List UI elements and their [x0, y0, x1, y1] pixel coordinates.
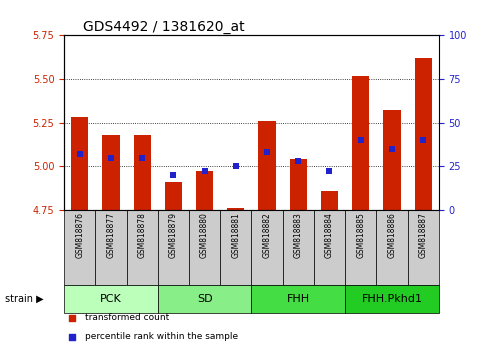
- Point: [316, 234, 323, 239]
- Text: GDS4492 / 1381620_at: GDS4492 / 1381620_at: [83, 21, 245, 34]
- Point: [325, 169, 333, 174]
- Bar: [251, 285, 345, 313]
- Text: transformed count: transformed count: [85, 313, 169, 322]
- Bar: [227, 208, 245, 210]
- Bar: [158, 210, 189, 285]
- Bar: [134, 135, 151, 210]
- Text: GSM818878: GSM818878: [138, 212, 146, 258]
- Text: FHH: FHH: [287, 293, 310, 304]
- Point: [263, 149, 271, 155]
- Point: [316, 62, 323, 68]
- Point: [419, 137, 427, 143]
- Point: [294, 158, 302, 164]
- Point: [357, 137, 365, 143]
- Text: GSM818881: GSM818881: [231, 212, 240, 258]
- Bar: [345, 210, 376, 285]
- Bar: [71, 118, 88, 210]
- Bar: [282, 210, 314, 285]
- Bar: [251, 210, 282, 285]
- Point: [76, 151, 84, 157]
- Point: [107, 155, 115, 160]
- Bar: [196, 171, 213, 210]
- Bar: [189, 210, 220, 285]
- Point: [232, 164, 240, 169]
- Bar: [165, 182, 182, 210]
- Bar: [415, 58, 432, 210]
- Bar: [95, 210, 127, 285]
- Bar: [408, 210, 439, 285]
- Text: GSM818877: GSM818877: [106, 212, 115, 258]
- Bar: [345, 285, 439, 313]
- Text: strain ▶: strain ▶: [5, 293, 43, 304]
- Bar: [127, 210, 158, 285]
- Bar: [384, 110, 400, 210]
- Text: GSM818882: GSM818882: [263, 212, 272, 258]
- Bar: [103, 135, 119, 210]
- Text: GSM818880: GSM818880: [200, 212, 209, 258]
- Text: PCK: PCK: [100, 293, 122, 304]
- Bar: [290, 159, 307, 210]
- Bar: [376, 210, 408, 285]
- Text: GSM818883: GSM818883: [294, 212, 303, 258]
- Bar: [258, 121, 276, 210]
- Text: SD: SD: [197, 293, 212, 304]
- Text: GSM818886: GSM818886: [387, 212, 396, 258]
- Point: [201, 169, 209, 174]
- Point: [388, 146, 396, 152]
- Text: GSM818879: GSM818879: [169, 212, 178, 258]
- Bar: [314, 210, 345, 285]
- Bar: [321, 191, 338, 210]
- Bar: [64, 210, 95, 285]
- Bar: [352, 75, 369, 210]
- Bar: [158, 285, 251, 313]
- Point: [138, 155, 146, 160]
- Text: percentile rank within the sample: percentile rank within the sample: [85, 332, 238, 341]
- Bar: [64, 285, 158, 313]
- Text: GSM818884: GSM818884: [325, 212, 334, 258]
- Text: GSM818876: GSM818876: [75, 212, 84, 258]
- Text: GSM818887: GSM818887: [419, 212, 427, 258]
- Bar: [220, 210, 251, 285]
- Point: [170, 172, 177, 178]
- Text: FHH.Pkhd1: FHH.Pkhd1: [361, 293, 423, 304]
- Text: GSM818885: GSM818885: [356, 212, 365, 258]
